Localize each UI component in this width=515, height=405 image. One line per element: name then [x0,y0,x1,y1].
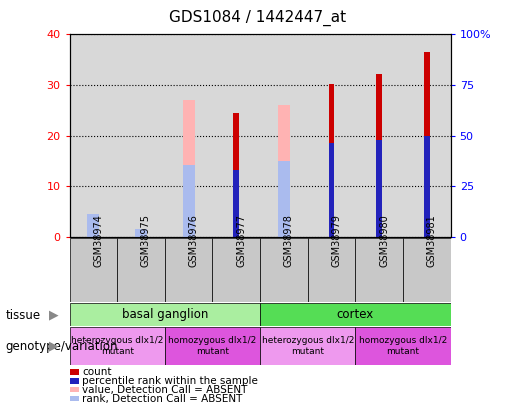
Text: GSM38977: GSM38977 [236,214,246,267]
Text: ▶: ▶ [49,309,59,322]
Text: GSM38979: GSM38979 [332,215,341,267]
Bar [183,165,195,237]
Bar [278,105,290,237]
Bar [212,238,260,302]
Text: GDS1084 / 1442447_at: GDS1084 / 1442447_at [169,10,346,26]
Bar [70,327,165,365]
Text: percentile rank within the sample: percentile rank within the sample [82,376,259,386]
Bar [260,303,451,326]
Bar [260,238,308,302]
Bar [355,327,451,365]
Text: value, Detection Call = ABSENT: value, Detection Call = ABSENT [82,385,248,394]
Bar [329,143,334,237]
Bar [260,327,355,365]
Bar [376,74,382,237]
Text: GSM38978: GSM38978 [284,215,294,267]
Text: homozygous dlx1/2
mutant: homozygous dlx1/2 mutant [359,337,447,356]
Text: GSM38976: GSM38976 [188,215,199,267]
Text: GSM38980: GSM38980 [379,215,389,267]
Bar [329,83,334,237]
Bar [135,229,147,237]
Text: heterozygous dlx1/2
mutant: heterozygous dlx1/2 mutant [71,337,163,356]
Text: GSM38975: GSM38975 [141,214,151,267]
Bar [165,238,212,302]
Bar [233,113,239,237]
Text: homozygous dlx1/2
mutant: homozygous dlx1/2 mutant [168,337,256,356]
Bar [70,303,260,326]
Text: genotype/variation: genotype/variation [5,340,117,353]
Text: tissue: tissue [5,309,40,322]
Bar [355,238,403,302]
Bar [376,140,382,237]
Bar [88,214,99,237]
Bar [403,238,451,302]
Bar [165,327,260,365]
Bar [183,100,195,237]
Bar [117,238,165,302]
Text: cortex: cortex [337,308,374,321]
Text: GSM38981: GSM38981 [427,215,437,267]
Text: basal ganglion: basal ganglion [122,308,208,321]
Text: ▶: ▶ [49,340,59,353]
Bar [307,238,355,302]
Bar [278,161,290,237]
Bar [88,222,99,237]
Text: GSM38974: GSM38974 [93,215,104,267]
Bar [233,170,239,237]
Bar [424,52,430,237]
Text: heterozygous dlx1/2
mutant: heterozygous dlx1/2 mutant [262,337,354,356]
Text: rank, Detection Call = ABSENT: rank, Detection Call = ABSENT [82,394,243,403]
Text: count: count [82,367,112,377]
Bar [424,136,430,237]
Bar [70,238,117,302]
